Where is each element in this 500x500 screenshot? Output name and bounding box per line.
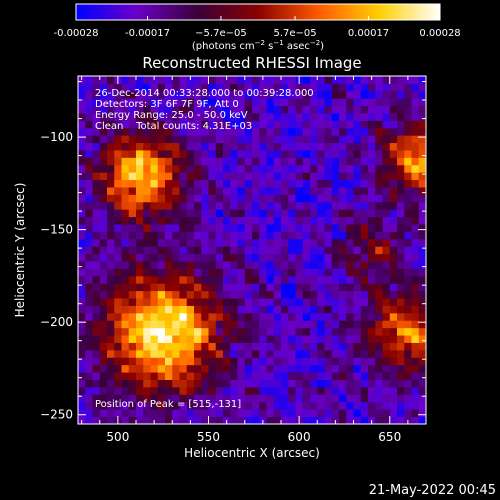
x-tick-label: 600 bbox=[288, 430, 311, 444]
annotation-time-range: 26-Dec-2014 00:33:28.000 to 00:39:28.000 bbox=[95, 88, 314, 99]
y-tick-label: −150 bbox=[40, 223, 73, 237]
colorbar-units: (photons cm−2 s−1 asec−2) bbox=[192, 39, 324, 52]
x-tick-label: 500 bbox=[106, 430, 129, 444]
plot-timestamp: 21-May-2022 00:45 bbox=[369, 483, 496, 498]
y-tick-label: −200 bbox=[40, 315, 73, 329]
annotations: 26-Dec-2014 00:33:28.000 to 00:39:28.000… bbox=[95, 88, 314, 410]
axes: 500 550 600 650 −250 −200 −150 −100 bbox=[40, 76, 427, 444]
x-tick-label: 650 bbox=[378, 430, 401, 444]
colorbar-tick-label: -0.00017 bbox=[125, 28, 170, 39]
colorbar-tick-label: −5.7e−05 bbox=[195, 28, 247, 39]
y-axis-label: Heliocentric Y (arcsec) bbox=[13, 183, 27, 318]
colorbar-ticks: -0.00028 -0.00017 −5.7e−05 5.7e−05 0.00017 0.… bbox=[54, 16, 461, 39]
annotation-peak-position: Position of Peak = [515,-131] bbox=[95, 399, 241, 410]
colorbar-tick-label: -0.00028 bbox=[54, 28, 99, 39]
y-tick-label: −250 bbox=[40, 408, 73, 422]
annotation-counts: Clean Total counts: 4.31E+03 bbox=[95, 121, 252, 132]
annotation-energy-range: Energy Range: 25.0 - 50.0 keV bbox=[95, 110, 248, 121]
plot-frame bbox=[77, 75, 427, 425]
heatmap-image bbox=[78, 76, 426, 424]
x-axis-label: Heliocentric X (arcsec) bbox=[184, 446, 320, 460]
colorbar bbox=[75, 3, 441, 21]
colorbar-tick-label: 5.7e−05 bbox=[273, 28, 316, 39]
colorbar-tick-label: 0.00017 bbox=[348, 28, 389, 39]
x-tick-label: 550 bbox=[197, 430, 220, 444]
chart-title: Reconstructed RHESSI Image bbox=[142, 54, 361, 72]
y-tick-label: −100 bbox=[40, 130, 73, 144]
annotation-detectors: Detectors: 3F 6F 7F 9F, Att 0 bbox=[95, 99, 239, 110]
colorbar-tick-label: 0.00028 bbox=[419, 28, 460, 39]
